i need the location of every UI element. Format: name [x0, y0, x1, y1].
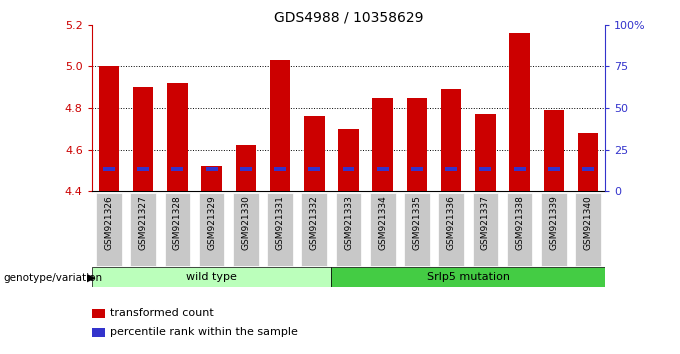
Bar [441, 89, 462, 191]
Text: GSM921333: GSM921333 [344, 195, 353, 250]
Text: GSM921334: GSM921334 [378, 195, 387, 250]
Bar [377, 167, 389, 171]
Bar [513, 167, 526, 171]
Bar [267, 193, 293, 266]
Text: GSM921336: GSM921336 [447, 195, 456, 250]
Bar [167, 83, 188, 191]
Text: wild type: wild type [186, 272, 237, 282]
Bar [582, 167, 594, 171]
Bar [479, 167, 492, 171]
Bar [270, 60, 290, 191]
Bar [548, 167, 560, 171]
Text: Srlp5 mutation: Srlp5 mutation [427, 272, 510, 282]
Bar [131, 193, 156, 266]
Bar [373, 98, 393, 191]
Text: GSM921338: GSM921338 [515, 195, 524, 250]
Bar [133, 87, 154, 191]
Text: ▶: ▶ [87, 273, 95, 283]
Text: GSM921337: GSM921337 [481, 195, 490, 250]
Bar [96, 193, 122, 266]
Bar [411, 167, 423, 171]
Text: GSM921330: GSM921330 [241, 195, 250, 250]
Bar [509, 33, 530, 191]
Bar [301, 193, 327, 266]
Bar [103, 167, 115, 171]
Bar [92, 309, 105, 318]
Bar [575, 193, 601, 266]
Text: GDS4988 / 10358629: GDS4988 / 10358629 [274, 11, 423, 25]
Bar [338, 129, 359, 191]
Bar [235, 145, 256, 191]
Text: genotype/variation: genotype/variation [3, 273, 103, 283]
Bar [233, 193, 258, 266]
Bar [240, 167, 252, 171]
Bar [336, 193, 361, 266]
Bar [445, 167, 457, 171]
Bar [507, 193, 532, 266]
Bar [92, 328, 105, 337]
Bar [205, 167, 218, 171]
Bar [343, 167, 354, 171]
Text: GSM921328: GSM921328 [173, 195, 182, 250]
Bar [541, 193, 566, 266]
Bar [578, 133, 598, 191]
Bar [407, 98, 427, 191]
Bar [475, 114, 496, 191]
Text: GSM921329: GSM921329 [207, 195, 216, 250]
Text: GSM921327: GSM921327 [139, 195, 148, 250]
Text: GSM921326: GSM921326 [105, 195, 114, 250]
Bar [99, 67, 119, 191]
Text: GSM921331: GSM921331 [275, 195, 284, 250]
Text: GSM921332: GSM921332 [310, 195, 319, 250]
Bar [370, 193, 396, 266]
Bar [331, 267, 605, 287]
Bar [543, 110, 564, 191]
Text: percentile rank within the sample: percentile rank within the sample [109, 327, 298, 337]
Bar [439, 193, 464, 266]
Bar [404, 193, 430, 266]
Text: GSM921335: GSM921335 [413, 195, 422, 250]
Text: GSM921339: GSM921339 [549, 195, 558, 250]
Text: transformed count: transformed count [109, 308, 214, 318]
Bar [171, 167, 184, 171]
Bar [274, 167, 286, 171]
Bar [308, 167, 320, 171]
Bar [201, 166, 222, 191]
Bar [92, 267, 331, 287]
Text: GSM921340: GSM921340 [583, 195, 592, 250]
Bar [199, 193, 224, 266]
Bar [304, 116, 324, 191]
Bar [473, 193, 498, 266]
Bar [137, 167, 149, 171]
Bar [165, 193, 190, 266]
